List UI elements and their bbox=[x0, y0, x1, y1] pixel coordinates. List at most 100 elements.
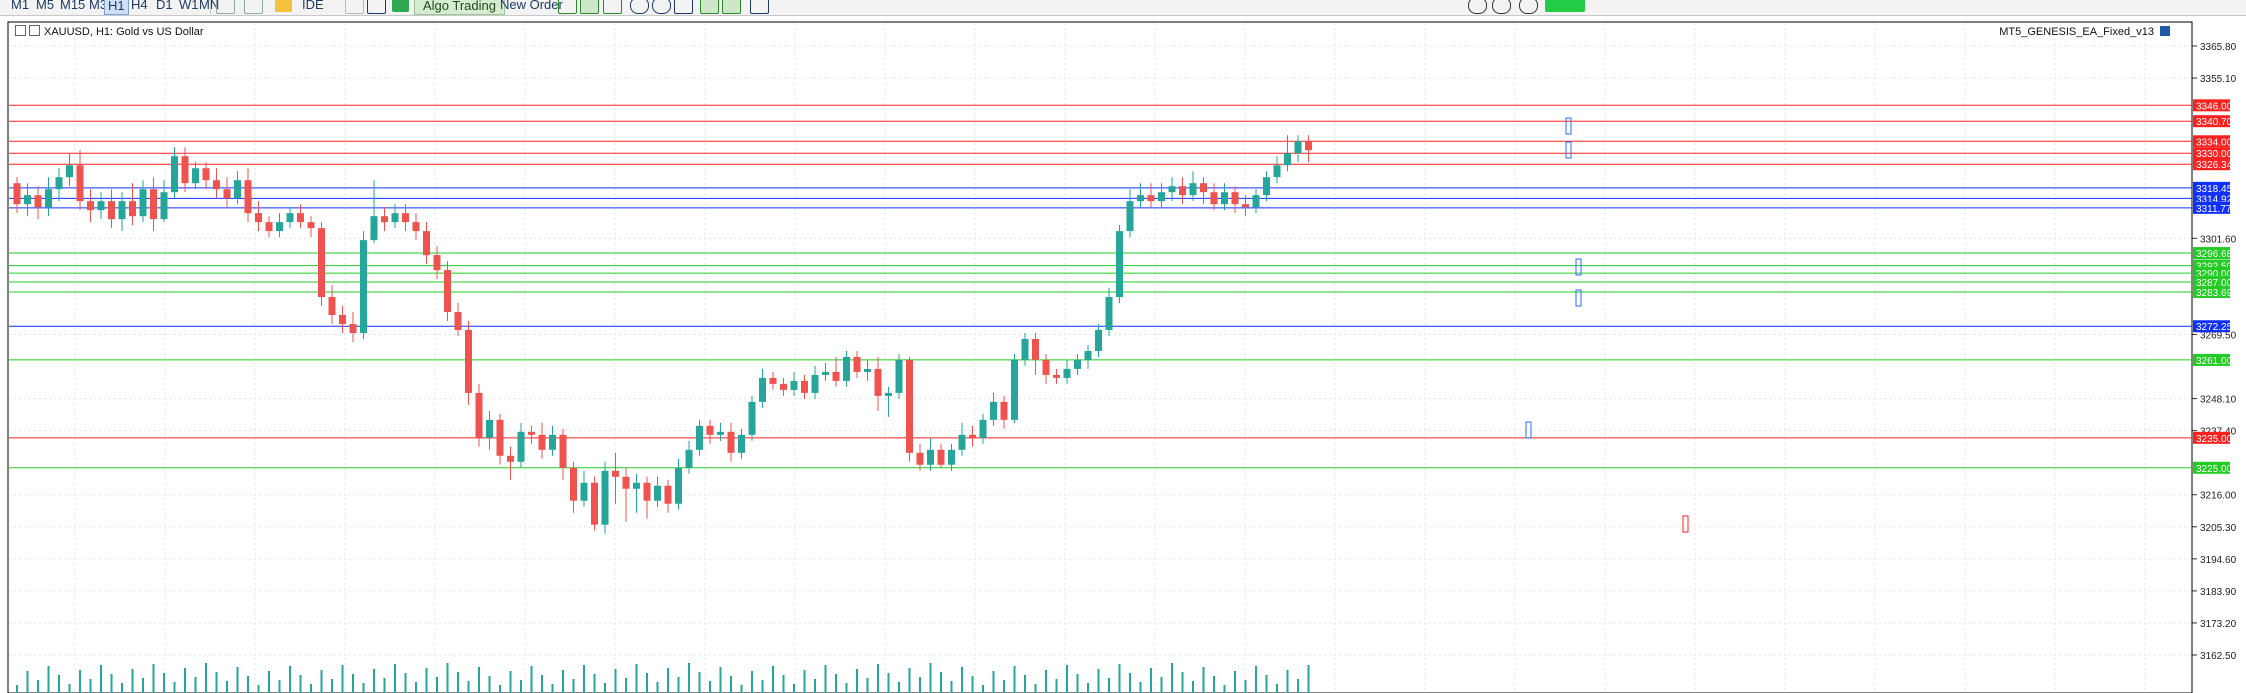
y-tick-label: 3183.90 bbox=[2200, 587, 2237, 598]
dollar-icon[interactable] bbox=[275, 0, 292, 12]
red-level-tag-text: 3346.00 bbox=[2196, 101, 2233, 112]
bar-chart-icon[interactable] bbox=[558, 0, 577, 14]
candle-body bbox=[118, 201, 126, 220]
candle-body bbox=[1294, 141, 1302, 154]
candle-body bbox=[748, 401, 756, 435]
zoom-out-icon[interactable] bbox=[652, 0, 671, 14]
candle-body bbox=[150, 189, 157, 220]
zoom-in-icon[interactable] bbox=[630, 0, 649, 14]
properties-icon[interactable] bbox=[29, 25, 40, 36]
candle-body bbox=[612, 470, 619, 477]
ea-name: MT5_GENESIS_EA_Fixed_v13 bbox=[1999, 26, 2154, 38]
red-level-tag-text: 3330.00 bbox=[2196, 149, 2233, 160]
market-icon[interactable] bbox=[367, 0, 386, 14]
candle-body bbox=[223, 189, 231, 199]
candle-body bbox=[97, 201, 105, 211]
green-level-tag-text: 3225.00 bbox=[2196, 464, 2233, 475]
candle-body bbox=[591, 482, 598, 525]
candle-body bbox=[391, 213, 399, 223]
candle-body bbox=[979, 419, 987, 438]
candle-body bbox=[1210, 192, 1218, 205]
green-level-tag-text: 3296.68 bbox=[2196, 249, 2233, 260]
candle-body bbox=[906, 359, 913, 453]
candle-body bbox=[1042, 359, 1050, 375]
timeframe-m1[interactable]: M1 bbox=[11, 0, 30, 12]
candle-body bbox=[1011, 359, 1018, 420]
search-icon[interactable] bbox=[1468, 0, 1487, 14]
timeframe-d1[interactable]: D1 bbox=[156, 0, 173, 12]
candle-body bbox=[307, 222, 315, 229]
candle-body bbox=[1000, 401, 1008, 420]
candle-body bbox=[45, 189, 52, 208]
candle-body bbox=[927, 449, 934, 465]
candle-body bbox=[780, 383, 787, 390]
blue-level-tag-text: 3311.77 bbox=[2196, 204, 2232, 215]
candle-body bbox=[727, 431, 735, 453]
chart-type-icon[interactable] bbox=[216, 0, 235, 14]
line-chart-icon[interactable] bbox=[603, 0, 622, 14]
green-level-tag bbox=[2193, 276, 2230, 289]
ide-button[interactable]: IDE bbox=[302, 0, 324, 12]
green-level-tag-text: 3290.00 bbox=[2196, 269, 2233, 280]
template-icon[interactable] bbox=[244, 0, 263, 14]
red-level-tag-text: 3340.70 bbox=[2196, 117, 2233, 128]
y-tick-label: 3301.60 bbox=[2200, 234, 2237, 245]
toolbar: M1M5M15M30H1H4D1W1MN IDE Algo Trading Ne… bbox=[0, 0, 2246, 16]
toolbar-separator bbox=[210, 0, 211, 14]
trade-marker bbox=[1565, 141, 1572, 159]
help-icon[interactable] bbox=[1519, 0, 1538, 14]
new-order-button[interactable]: New Order bbox=[500, 0, 563, 12]
y-tick-label: 3173.20 bbox=[2200, 619, 2237, 630]
trade-marker bbox=[1575, 258, 1582, 276]
green-level-tag bbox=[2193, 285, 2230, 298]
algo-trading-button[interactable]: Algo Trading bbox=[414, 0, 505, 15]
blue-level-tag-text: 3272.25 bbox=[2196, 322, 2233, 333]
chart-symbol-label: XAUUSD, H1: Gold vs US Dollar bbox=[15, 25, 204, 39]
timeframe-mn[interactable]: MN bbox=[196, 0, 222, 13]
candle-body bbox=[318, 228, 325, 298]
red-level-tag bbox=[2193, 147, 2230, 160]
green-level-tag-text: 3283.69 bbox=[2196, 288, 2233, 299]
candle-body bbox=[444, 270, 451, 313]
blue-level-tag bbox=[2193, 192, 2230, 205]
candle-body bbox=[1221, 192, 1228, 205]
candle-body bbox=[864, 368, 871, 372]
candle-body bbox=[874, 368, 882, 396]
candle-body bbox=[181, 156, 189, 184]
candle-body bbox=[139, 189, 147, 217]
candle-body bbox=[654, 485, 661, 501]
candle-body bbox=[1147, 195, 1155, 202]
candle-body bbox=[1053, 374, 1060, 378]
candle-body bbox=[706, 425, 714, 435]
timeframe-h1[interactable]: H1 bbox=[104, 0, 129, 15]
candle-body bbox=[948, 449, 955, 465]
candle-body bbox=[66, 165, 73, 178]
chart-shift-icon[interactable] bbox=[722, 0, 741, 14]
timeframe-h4[interactable]: H4 bbox=[131, 0, 148, 12]
candle-body bbox=[1273, 165, 1281, 178]
timeframe-w1[interactable]: W1 bbox=[179, 0, 199, 12]
signal-icon[interactable] bbox=[345, 0, 364, 14]
candle-body bbox=[486, 419, 493, 438]
screenshot-icon[interactable] bbox=[750, 0, 769, 14]
menu-icon[interactable] bbox=[15, 25, 26, 36]
candle-body bbox=[790, 380, 798, 390]
timeframe-m5[interactable]: M5 bbox=[36, 0, 55, 12]
candle-body bbox=[570, 467, 577, 501]
candlestick-icon[interactable] bbox=[580, 0, 599, 14]
timeframe-m15[interactable]: M15 bbox=[60, 0, 86, 12]
grid-icon[interactable] bbox=[674, 0, 693, 14]
auto-scroll-icon[interactable] bbox=[700, 0, 719, 14]
candle-body bbox=[622, 476, 630, 489]
ea-hat-icon[interactable] bbox=[2160, 26, 2170, 36]
candle-body bbox=[1284, 153, 1291, 166]
red-level-tag bbox=[2193, 135, 2230, 148]
candle-body bbox=[87, 201, 94, 211]
candle-body bbox=[549, 434, 556, 450]
candle-body bbox=[685, 449, 693, 468]
candle-body bbox=[297, 213, 304, 223]
candle-body bbox=[843, 356, 850, 381]
account-icon[interactable] bbox=[1492, 0, 1511, 14]
vps-icon[interactable] bbox=[392, 0, 409, 12]
